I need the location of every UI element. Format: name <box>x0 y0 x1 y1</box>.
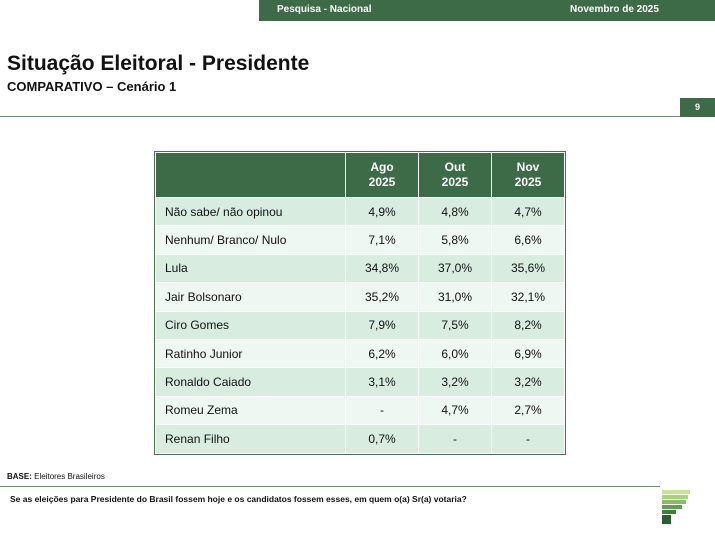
value-cell: 32,1% <box>491 282 565 312</box>
value-cell: 35,6% <box>491 253 565 284</box>
value-cell: 6,0% <box>418 338 492 369</box>
table-row: Renan Filho 0,7% - - <box>155 424 565 454</box>
table-row: Não sabe/ não opinou 4,9% 4,8% 4,7% <box>155 196 565 227</box>
divider <box>0 116 680 117</box>
value-cell: 3,2% <box>418 367 492 397</box>
column-year: 2025 <box>441 175 469 189</box>
candidate-cell: Nenhum/ Branco/ Nulo <box>155 225 346 255</box>
candidate-cell: Ronaldo Caiado <box>155 367 346 397</box>
question: Se as eleições para Presidente do Brasil… <box>10 494 467 504</box>
value-cell: 3,1% <box>345 367 419 397</box>
header-cell: Nov 2025 <box>491 152 565 198</box>
divider <box>0 486 660 487</box>
column-year: 2025 <box>368 175 396 189</box>
value-cell: 34,8% <box>345 253 419 284</box>
value-cell: - <box>345 395 419 426</box>
value-cell: 3,2% <box>491 367 565 397</box>
value-cell: 7,5% <box>418 310 492 340</box>
value-cell: 4,7% <box>418 395 492 426</box>
value-cell: 4,8% <box>418 196 492 227</box>
value-cell: 37,0% <box>418 253 492 284</box>
header-cell: Ago 2025 <box>345 152 419 198</box>
value-cell: 31,0% <box>418 282 492 312</box>
table-row: Romeu Zema -4,7% 2,7% <box>155 395 565 426</box>
value-cell: 6,6% <box>491 225 565 255</box>
candidate-cell: Romeu Zema <box>155 395 346 426</box>
date-label: Novembro de 2025 <box>570 4 659 15</box>
base-label: BASE: <box>7 472 32 481</box>
candidate-cell: Ciro Gomes <box>155 310 346 340</box>
value-cell: 0,7% <box>345 424 419 454</box>
page-number: 9 <box>680 98 715 117</box>
column-month: Ago <box>370 160 394 174</box>
column-month: Out <box>444 160 466 174</box>
top-bar: Pesquisa - Nacional Novembro de 2025 <box>259 0 715 21</box>
results-table: Ago 2025 Out 2025 Nov 2025 Não sabe/ não opino… <box>154 151 566 455</box>
table-row: Jair Bolsonaro 35,2% 31,0% 32,1% <box>155 282 565 312</box>
value-cell: - <box>418 424 492 454</box>
column-year: 2025 <box>514 175 542 189</box>
value-cell: 6,9% <box>491 338 565 369</box>
value-cell: 2,7% <box>491 395 565 426</box>
value-cell: - <box>491 424 565 454</box>
table-row: Ronaldo Caiado 3,1% 3,2% 3,2% <box>155 367 565 397</box>
column-month: Nov <box>516 160 540 174</box>
header-cell <box>155 152 346 198</box>
survey-label: Pesquisa - Nacional <box>277 4 372 15</box>
value-cell: 7,1% <box>345 225 419 255</box>
table-row: Ciro Gomes 7,9% 7,5% 8,2% <box>155 310 565 340</box>
base-note: BASE: Eleitores Brasileiros <box>7 472 105 481</box>
value-cell: 35,2% <box>345 282 419 312</box>
candidate-cell: Lula <box>155 253 346 284</box>
value-cell: 8,2% <box>491 310 565 340</box>
header-cell: Out 2025 <box>418 152 492 198</box>
table-row: Lula 34,8% 37,0% 35,6% <box>155 253 565 284</box>
logo <box>662 490 690 524</box>
table-row: Ratinho Junior 6,2% 6,0% 6,9% <box>155 338 565 369</box>
table-row: Nenhum/ Branco/ Nulo 7,1% 5,8% 6,6% <box>155 225 565 255</box>
candidate-cell: Não sabe/ não opinou <box>155 196 346 227</box>
value-cell: 7,9% <box>345 310 419 340</box>
candidate-cell: Renan Filho <box>155 424 346 454</box>
candidate-cell: Jair Bolsonaro <box>155 282 346 312</box>
subtitle: COMPARATIVO – Cenário 1 <box>7 79 177 94</box>
candidate-cell: Ratinho Junior <box>155 338 346 369</box>
value-cell: 4,7% <box>491 196 565 227</box>
value-cell: 4,9% <box>345 196 419 227</box>
title: Situação Eleitoral - Presidente <box>7 52 310 75</box>
value-cell: 6,2% <box>345 338 419 369</box>
header-row: Ago 2025 Out 2025 Nov 2025 <box>155 152 565 198</box>
base-value: Eleitores Brasileiros <box>34 472 105 481</box>
value-cell: 5,8% <box>418 225 492 255</box>
